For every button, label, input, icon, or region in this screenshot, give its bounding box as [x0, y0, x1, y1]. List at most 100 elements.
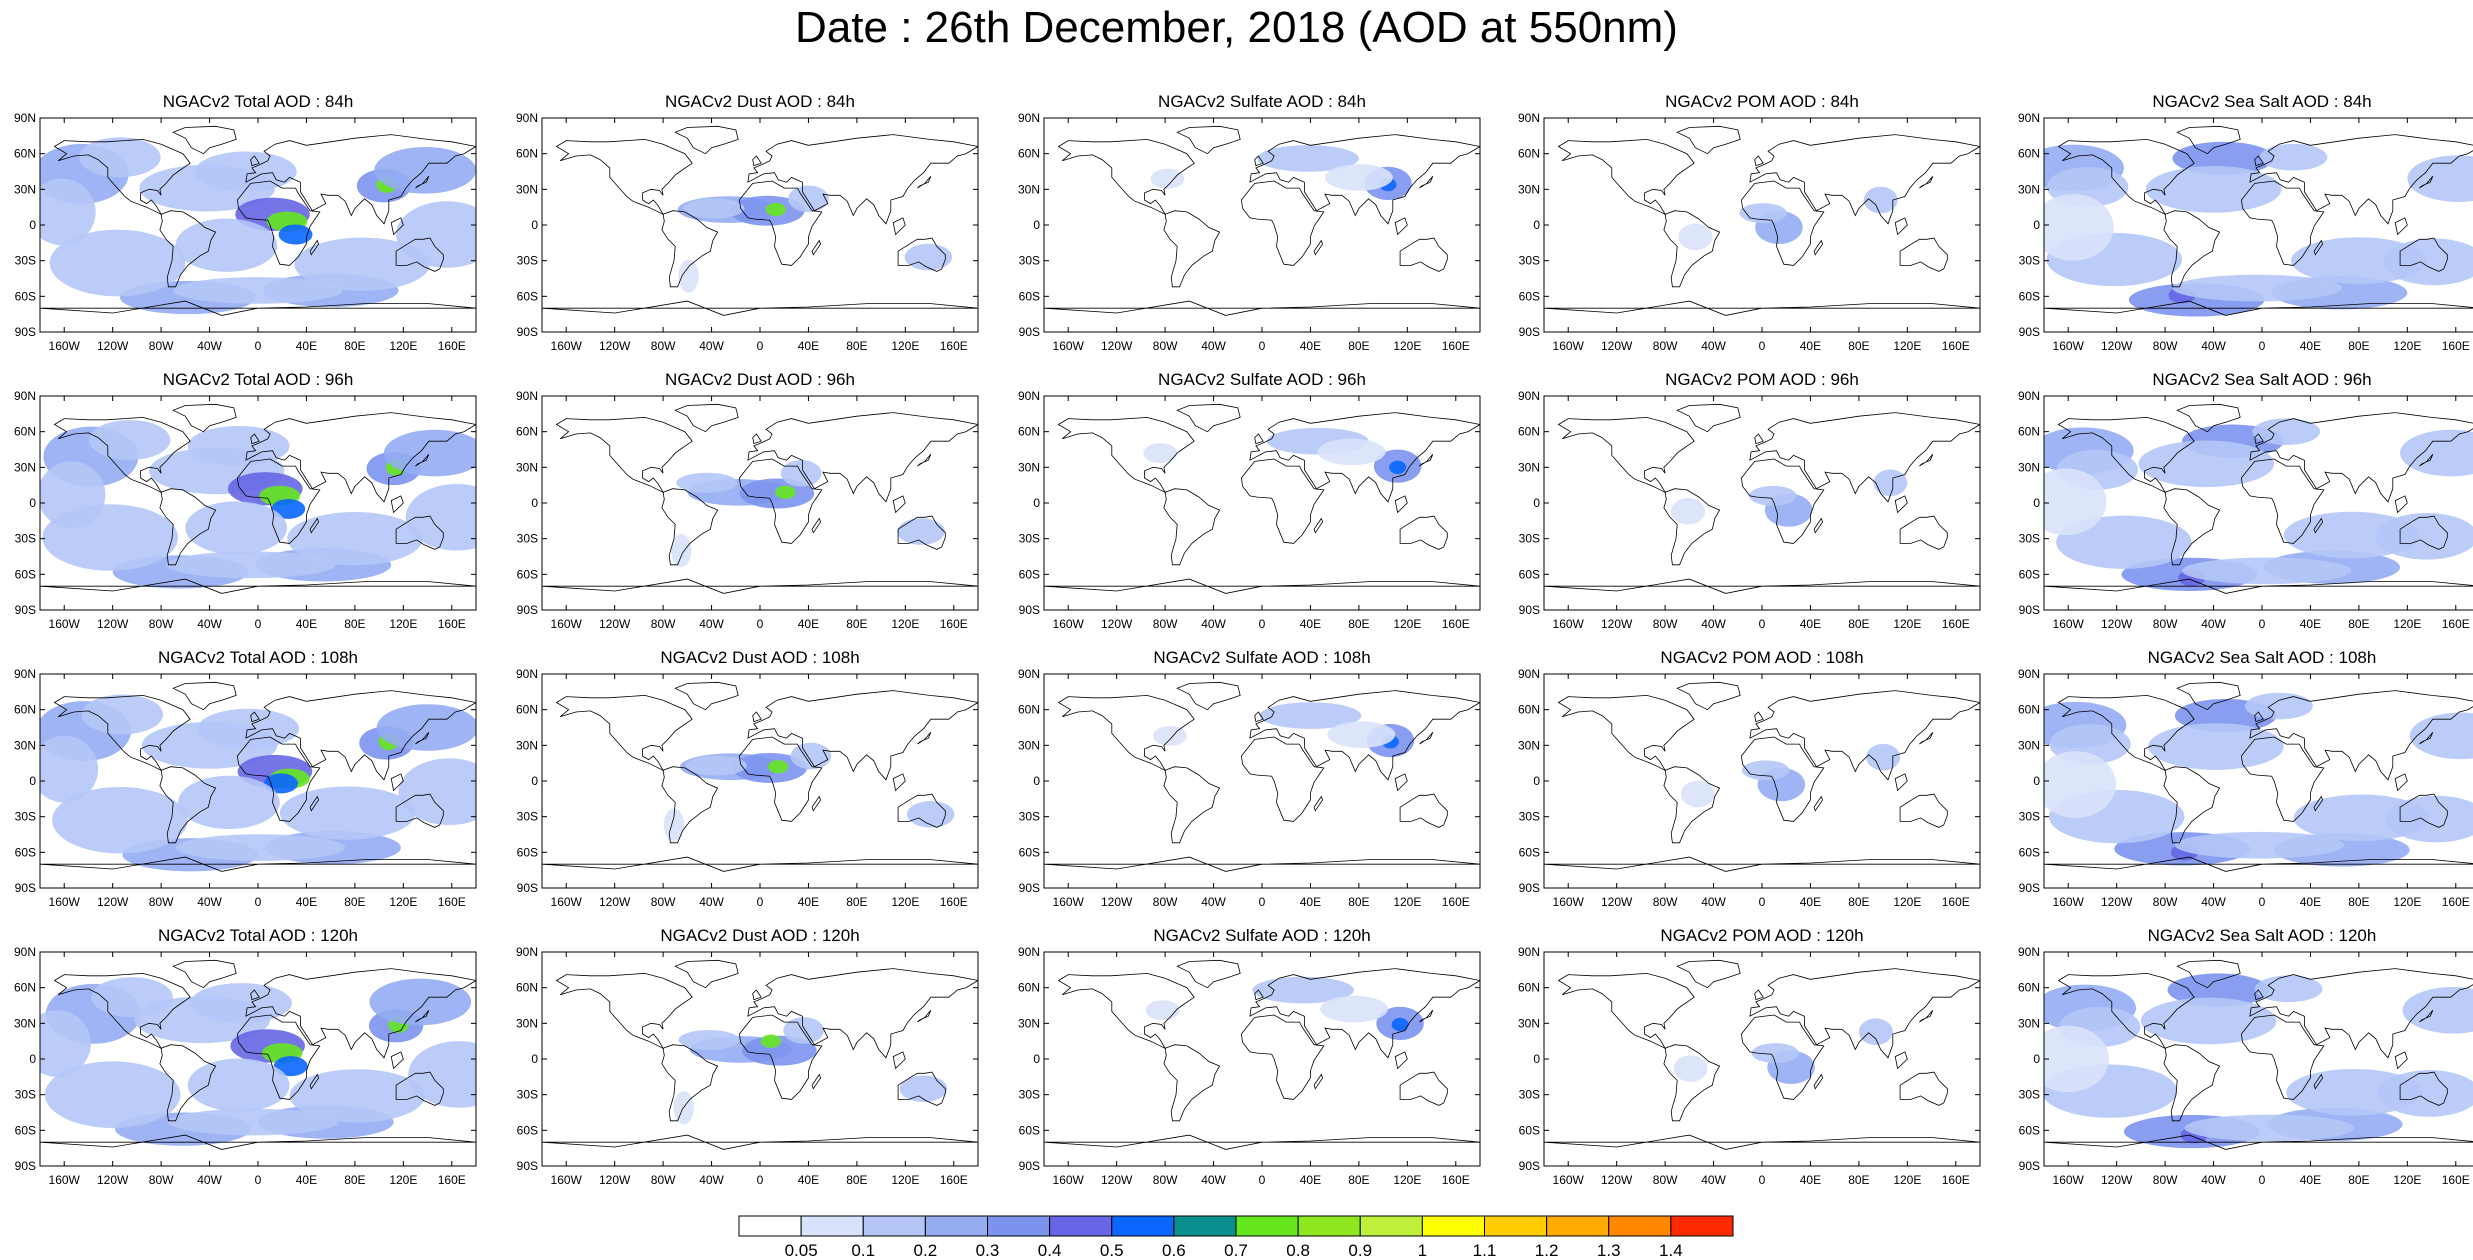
lon-tick-label: 160W	[1053, 339, 1085, 353]
coastline	[1813, 239, 1824, 256]
coastline	[542, 578, 978, 594]
aerosol-plume	[287, 512, 423, 566]
coastline	[2399, 515, 2448, 550]
coastline	[236, 180, 321, 266]
coastline	[1557, 138, 1695, 216]
lon-tick-label: 0	[1759, 895, 1766, 909]
aod-field	[542, 396, 978, 610]
lon-tick-label: 40W	[2201, 617, 2226, 631]
lat-tick-label: 60S	[2019, 845, 2040, 859]
lat-tick-label: 90S	[15, 1159, 36, 1173]
coastline	[752, 433, 762, 445]
figure-title: Date : 26th December, 2018 (AOD at 550nm…	[795, 3, 1678, 52]
coastline	[1919, 454, 1934, 467]
aerosol-plume	[175, 218, 278, 272]
lat-tick-label: 90N	[1018, 667, 1040, 681]
lat-tick-label: 90S	[1019, 1159, 1040, 1173]
lon-tick-label: 40E	[296, 1173, 317, 1187]
lat-tick-label: 0	[1033, 496, 1040, 510]
lon-tick-label: 40W	[1701, 339, 1726, 353]
lon-tick-label: 120W	[1101, 617, 1133, 631]
coastline	[2254, 433, 2264, 445]
coastline	[2240, 736, 2325, 822]
coastline	[1254, 433, 1264, 445]
lon-tick-label: 0	[255, 1173, 262, 1187]
aerosol-plume	[79, 137, 161, 178]
coastline	[2249, 412, 2473, 503]
sulfate-aod-map: 90N 60N 30N 0 30S 60S 90S 160W 120W 80W 40W 0 40E 80E…	[1018, 945, 1481, 1187]
coastline	[1919, 1010, 1934, 1023]
coastline	[1676, 681, 1741, 711]
coastline	[674, 125, 739, 155]
coastline	[747, 690, 978, 781]
lat-tick-label: 90S	[517, 881, 538, 895]
lon-tick-label: 40E	[1800, 1173, 1821, 1187]
coastline	[747, 412, 978, 503]
total-aod-map: 90N 60N 30N 0 30S 60S 90S 160W 120W 80W 40W 0 40E 80E…	[14, 945, 477, 1187]
lon-tick-label: 40E	[798, 339, 819, 353]
coastline	[390, 495, 404, 514]
aerosol-plume	[671, 533, 692, 568]
lon-tick-label: 80W	[2153, 617, 2178, 631]
coastline	[2399, 793, 2448, 828]
coastline	[897, 237, 946, 272]
lon-tick-label: 120E	[2393, 617, 2421, 631]
map-panel-seasalt-row-2: NGACv2 Sea Salt AOD : 108h 90N 60N 30N 0 30S 6…	[2014, 648, 2473, 918]
coastline	[1254, 711, 1264, 723]
coastline	[1313, 239, 1324, 256]
coastline	[1544, 300, 1980, 316]
lat-tick-label: 60S	[517, 567, 538, 581]
coastline	[53, 694, 191, 772]
coastline	[415, 732, 430, 745]
coastline	[897, 515, 946, 550]
lat-tick-label: 90S	[2019, 603, 2040, 617]
lat-tick-label: 30N	[1518, 460, 1540, 474]
coastline	[1754, 711, 1764, 723]
lon-tick-label: 0	[1259, 617, 1266, 631]
aerosol-plume	[398, 758, 476, 825]
lon-tick-label: 120W	[599, 617, 631, 631]
coastline	[738, 180, 823, 266]
lat-tick-label: 30N	[1018, 738, 1040, 752]
map-panel-sulfate-row-3: NGACv2 Sulfate AOD : 120h 90N 60N 30N 0 30S 60…	[1014, 926, 1514, 1196]
coastline	[1249, 968, 1480, 1059]
sulfate-aod-map: 90N 60N 30N 0 30S 60S 90S 160W 120W 80W 40W 0 40E 80E…	[1018, 111, 1481, 353]
aerosol-plume	[899, 1075, 948, 1103]
coastline	[2044, 300, 2473, 316]
aod-field	[1544, 674, 1980, 888]
lon-tick-label: 80E	[1348, 617, 1369, 631]
coastline	[738, 736, 823, 822]
lat-tick-label: 30S	[1019, 254, 1040, 268]
lat-tick-label: 30S	[517, 254, 538, 268]
aerosol-plume	[1252, 976, 1355, 1004]
map-panel-pom-row-0: NGACv2 POM AOD : 84h 90N 60N 30N 0 30S 60S 90S 1…	[1514, 92, 2014, 362]
aerosol-plume	[1741, 760, 1790, 781]
aerosol-plume	[2254, 975, 2323, 1003]
lon-tick-label: 80E	[344, 895, 365, 909]
aerosol-plume	[173, 277, 343, 304]
coastline	[1749, 968, 1980, 1059]
aerosol-plume	[1866, 743, 1901, 771]
lon-tick-label: 80W	[1653, 895, 1678, 909]
map-panel-seasalt-row-3: NGACv2 Sea Salt AOD : 120h 90N 60N 30N 0 30S 6…	[2014, 926, 2473, 1196]
coastline	[1394, 773, 1408, 792]
lat-tick-label: 60N	[516, 703, 538, 717]
coastline	[2313, 1073, 2324, 1090]
panel-title: NGACv2 Sulfate AOD : 108h	[1153, 648, 1371, 667]
coastline	[1754, 433, 1764, 445]
lat-tick-label: 0	[2033, 218, 2040, 232]
coastline	[892, 495, 906, 514]
lon-tick-label: 120E	[891, 339, 919, 353]
aerosol-plume	[2044, 468, 2107, 536]
aerosol-plume	[2385, 795, 2473, 843]
coastline	[2399, 237, 2448, 272]
map-panel-pom-row-1: NGACv2 POM AOD : 96h 90N 60N 30N 0 30S 60S 90S 1…	[1514, 370, 2014, 640]
lon-tick-label: 160E	[1942, 1173, 1970, 1187]
lon-tick-label: 40E	[2300, 617, 2321, 631]
coastline	[747, 134, 978, 225]
coastline	[172, 403, 237, 433]
lon-tick-label: 120W	[1101, 895, 1133, 909]
lon-tick-label: 120W	[1101, 1173, 1133, 1187]
lon-tick-label: 120W	[2101, 617, 2133, 631]
lon-tick-label: 160W	[1553, 617, 1585, 631]
